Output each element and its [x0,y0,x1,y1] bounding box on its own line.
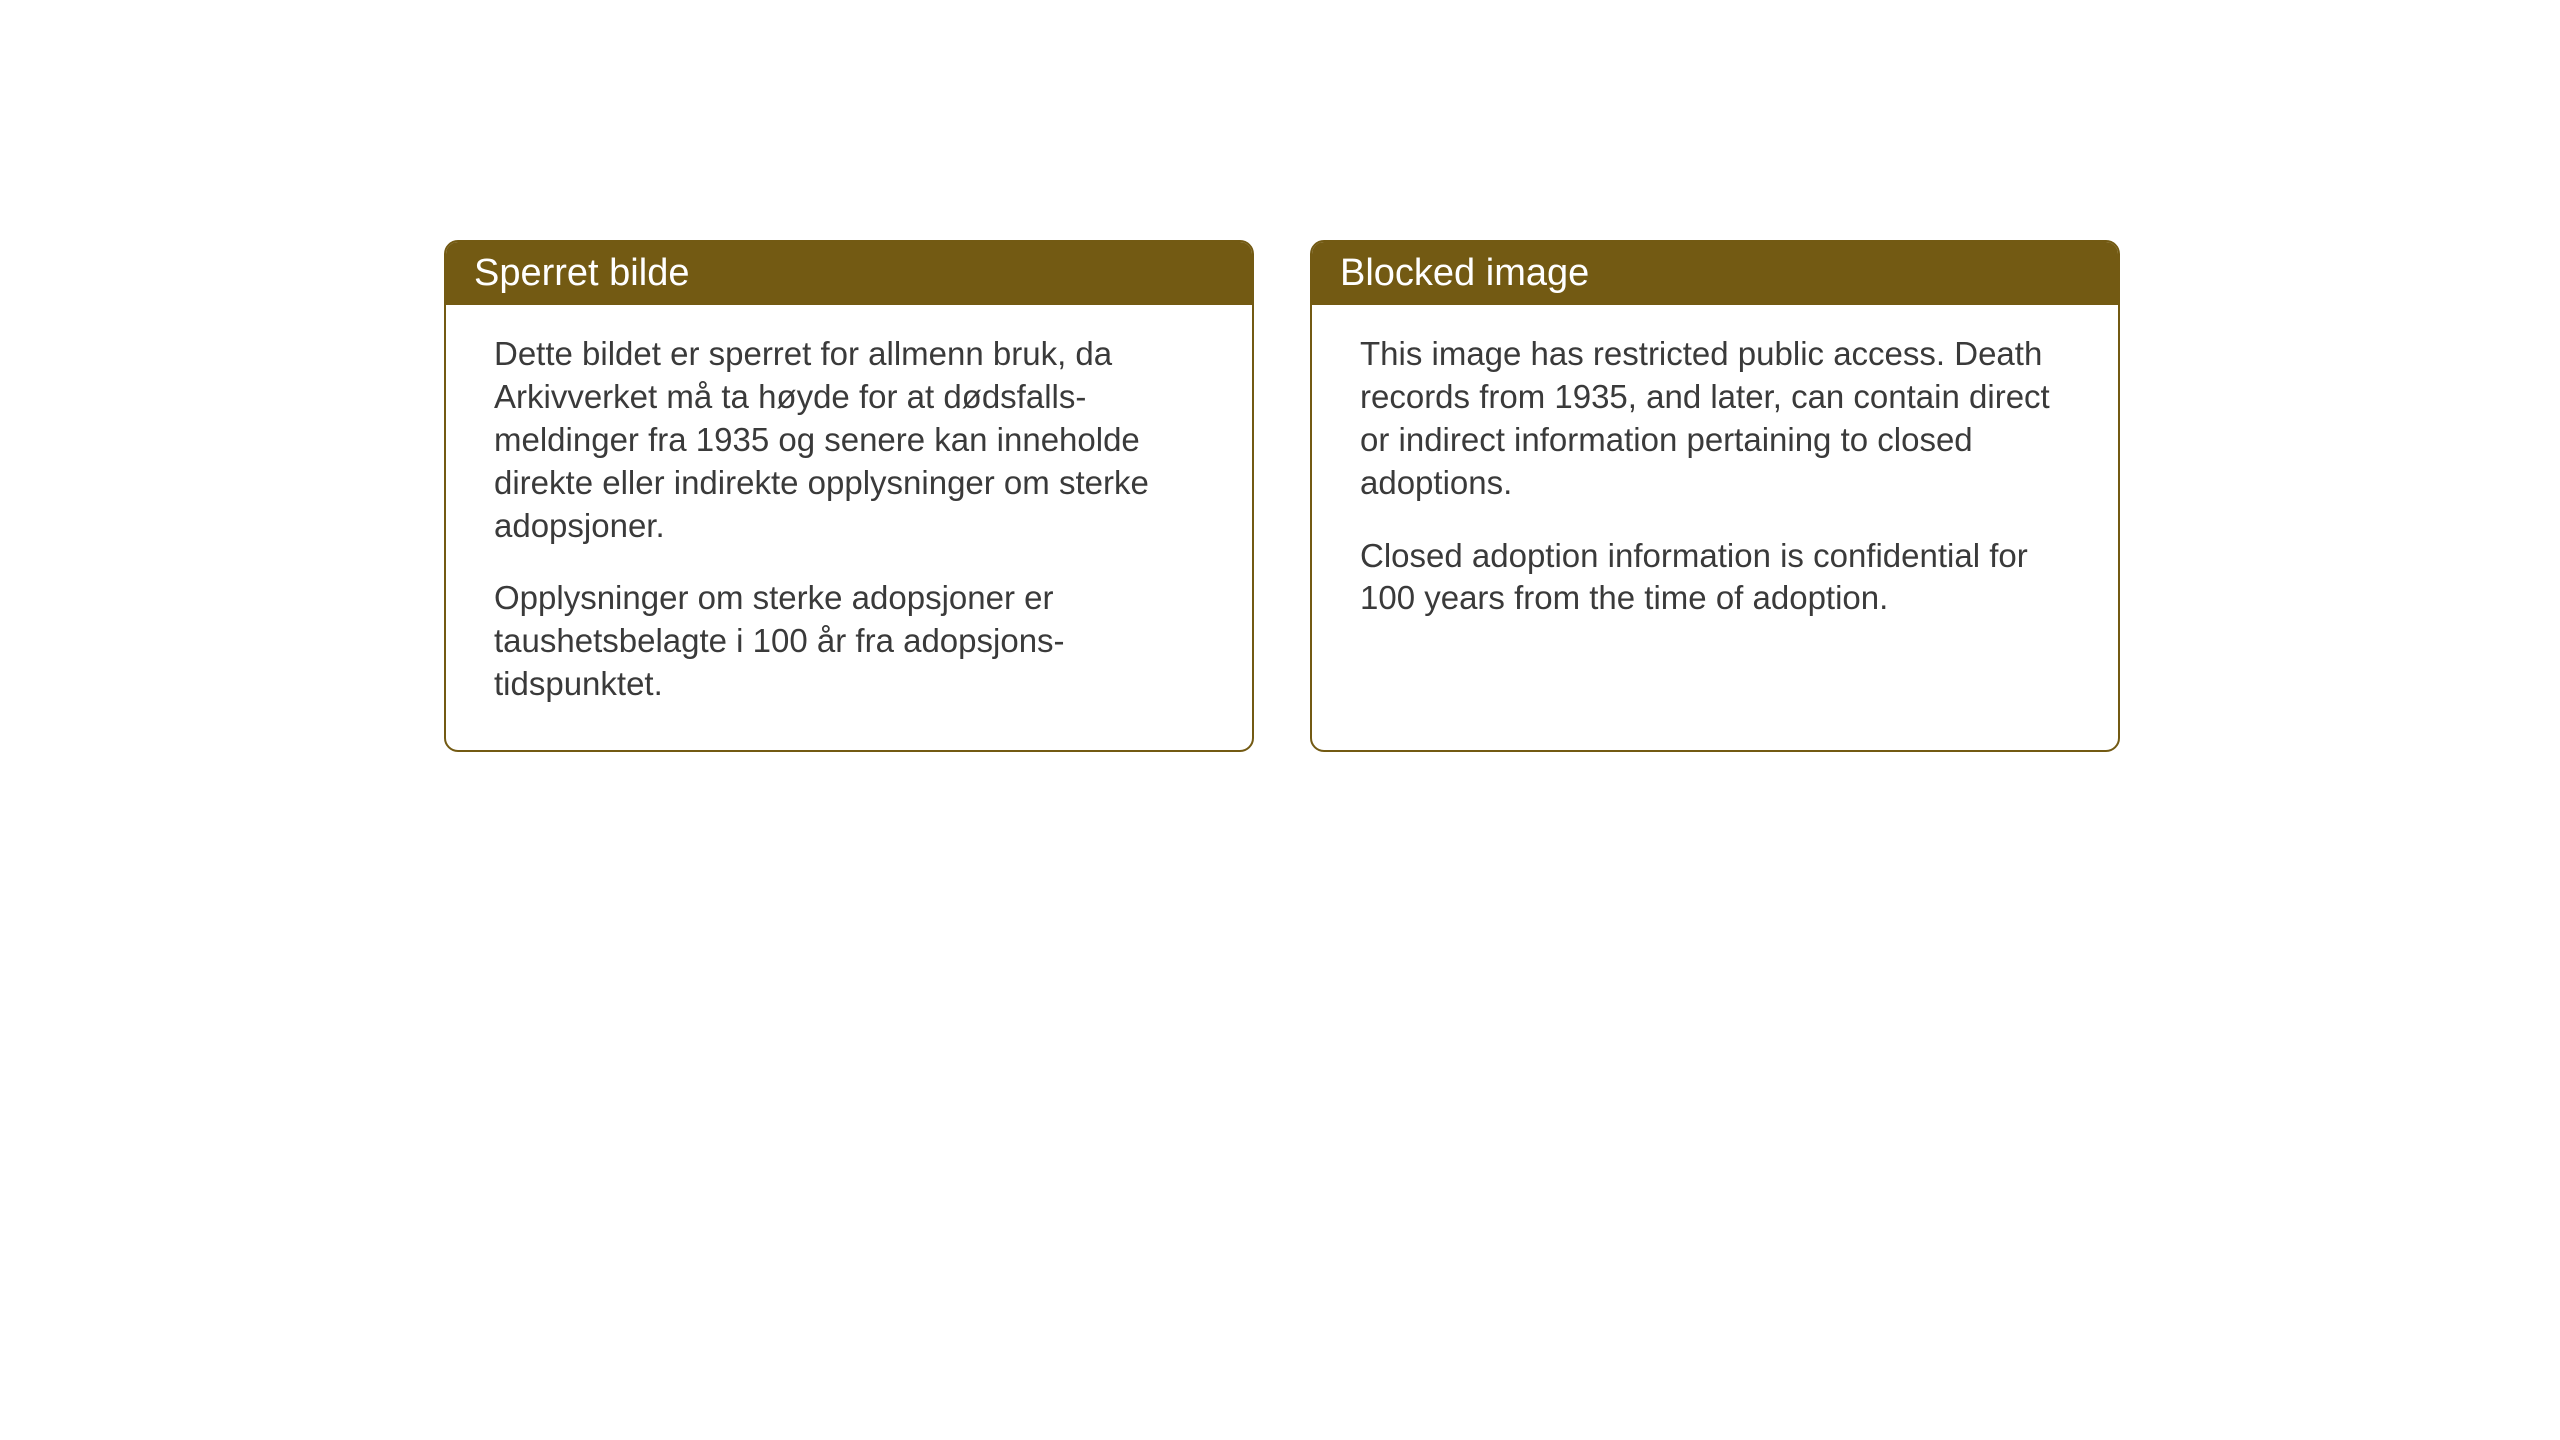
card-header-english: Blocked image [1312,242,2118,305]
card-paragraph-2-english: Closed adoption information is confident… [1360,535,2070,621]
card-title-norwegian: Sperret bilde [474,252,689,294]
card-paragraph-1-english: This image has restricted public access.… [1360,333,2070,505]
card-body-norwegian: Dette bildet er sperret for allmenn bruk… [446,305,1252,746]
card-paragraph-1-norwegian: Dette bildet er sperret for allmenn bruk… [494,333,1204,547]
notice-container: Sperret bilde Dette bildet er sperret fo… [444,240,2120,752]
card-header-norwegian: Sperret bilde [446,242,1252,305]
card-paragraph-2-norwegian: Opplysninger om sterke adopsjoner er tau… [494,577,1204,706]
notice-card-english: Blocked image This image has restricted … [1310,240,2120,752]
card-body-english: This image has restricted public access.… [1312,305,2118,660]
notice-card-norwegian: Sperret bilde Dette bildet er sperret fo… [444,240,1254,752]
card-title-english: Blocked image [1340,252,1589,294]
